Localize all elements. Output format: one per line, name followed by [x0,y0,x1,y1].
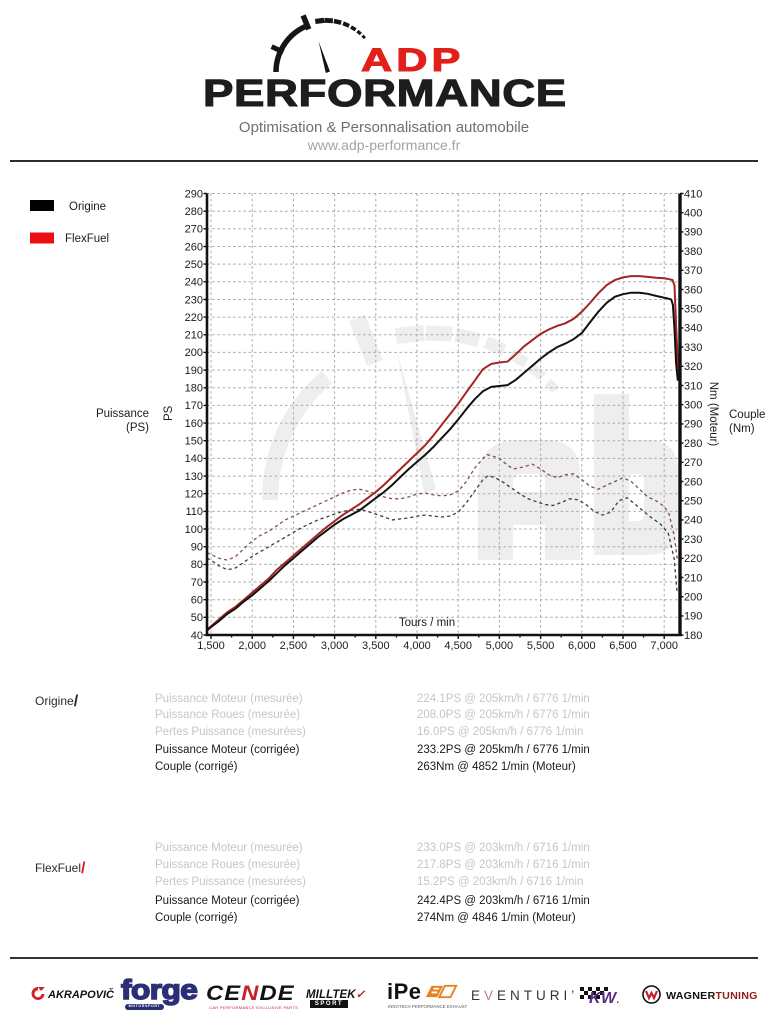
svg-text:Nm (Moteur): Nm (Moteur) [707,382,719,447]
svg-text:Couple: Couple [729,409,765,421]
svg-text:360: 360 [684,284,702,296]
svg-text:70: 70 [191,577,203,589]
svg-text:340: 340 [684,323,702,335]
svg-text:140: 140 [185,453,203,465]
svg-text:200: 200 [185,347,203,359]
svg-text:270: 270 [684,457,702,469]
svg-text:110: 110 [185,506,203,518]
svg-text:220: 220 [185,312,203,324]
svg-text:(PS): (PS) [126,422,149,434]
svg-text:250: 250 [185,259,203,271]
svg-text:3,500: 3,500 [362,640,390,652]
svg-text:260: 260 [684,476,702,488]
svg-text:3,000: 3,000 [321,640,349,652]
svg-text:210: 210 [185,330,203,342]
svg-text:4,000: 4,000 [403,640,431,652]
svg-text:240: 240 [185,277,203,289]
svg-text:90: 90 [191,542,203,554]
svg-text:5,500: 5,500 [527,640,555,652]
svg-text:180: 180 [684,630,702,642]
svg-text:370: 370 [684,265,702,277]
svg-text:240: 240 [684,515,702,527]
svg-text:130: 130 [185,471,203,483]
svg-text:380: 380 [684,246,702,258]
svg-text:150: 150 [185,436,203,448]
svg-text:270: 270 [185,224,203,236]
svg-text:5,000: 5,000 [486,640,514,652]
svg-text:410: 410 [684,188,702,200]
svg-text:310: 310 [684,380,702,392]
svg-text:190: 190 [185,365,203,377]
svg-text:290: 290 [684,419,702,431]
svg-text:7,000: 7,000 [650,640,678,652]
svg-text:160: 160 [185,418,203,430]
svg-text:400: 400 [684,208,702,220]
svg-text:50: 50 [191,612,203,624]
svg-text:190: 190 [684,611,702,623]
svg-text:40: 40 [191,630,203,642]
svg-text:100: 100 [185,524,203,536]
svg-text:120: 120 [185,489,203,501]
svg-text:350: 350 [684,304,702,316]
svg-text:6,500: 6,500 [609,640,637,652]
svg-text:320: 320 [684,361,702,373]
svg-text:60: 60 [191,595,203,607]
svg-text:200: 200 [684,592,702,604]
svg-text:Puissance: Puissance [96,408,149,420]
svg-text:220: 220 [684,553,702,565]
svg-text:Origine: Origine [69,201,106,213]
svg-text:FlexFuel: FlexFuel [65,233,109,245]
svg-text:170: 170 [185,400,203,412]
svg-text:Tours / min: Tours / min [399,617,455,629]
svg-text:210: 210 [684,572,702,584]
svg-text:(Nm): (Nm) [729,423,755,435]
svg-text:2,000: 2,000 [238,640,266,652]
svg-text:250: 250 [684,496,702,508]
svg-text:2,500: 2,500 [280,640,308,652]
svg-text:4,500: 4,500 [444,640,472,652]
svg-text:6,000: 6,000 [568,640,596,652]
svg-text:180: 180 [185,383,203,395]
svg-text:PS: PS [163,405,175,421]
svg-text:330: 330 [684,342,702,354]
svg-text:80: 80 [191,559,203,571]
svg-text:1,500: 1,500 [197,640,225,652]
svg-text:280: 280 [185,206,203,218]
svg-text:230: 230 [684,534,702,546]
svg-text:290: 290 [185,188,203,200]
svg-text:260: 260 [185,241,203,253]
svg-text:300: 300 [684,400,702,412]
svg-text:230: 230 [185,294,203,306]
svg-text:280: 280 [684,438,702,450]
svg-text:390: 390 [684,227,702,239]
